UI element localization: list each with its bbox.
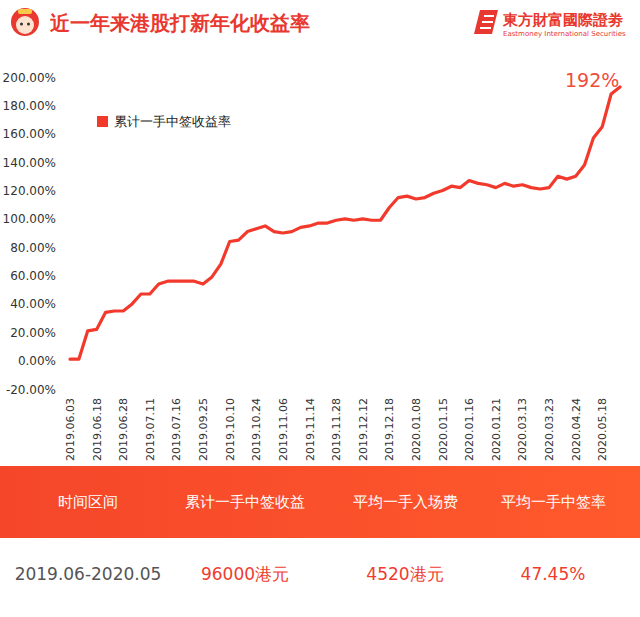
mascot-hat: [18, 9, 32, 14]
mascot-face: [16, 16, 34, 34]
series-line: [70, 87, 620, 359]
tick-mark: [59, 77, 61, 78]
table-header: 时间区间: [58, 493, 118, 511]
x-tick-label: 2019.11.14: [304, 398, 317, 461]
x-tick-label: 2019.06.28: [117, 398, 130, 461]
x-tick-label: 2019.10.10: [224, 398, 237, 461]
y-tick-label: 0.00%: [18, 354, 56, 368]
tick-mark: [59, 133, 61, 134]
header-band: [0, 466, 640, 538]
page: 近一年来港股打新年化收益率 東方財富國際證劵Eastmoney Internati…: [0, 0, 640, 617]
x-tick-label: 2019.12.12: [357, 398, 370, 461]
x-tick-label: 2019.06.03: [64, 398, 77, 461]
tick-mark: [59, 389, 61, 390]
y-tick-label: 180.00%: [3, 99, 56, 113]
y-tick-label: 80.00%: [10, 241, 56, 255]
logo-mark: [474, 10, 498, 34]
y-tick-label: 100.00%: [3, 212, 56, 226]
table-header: 平均一手中签率: [501, 493, 606, 511]
annotation: 192%: [565, 69, 619, 91]
y-tick-label: 120.00%: [3, 184, 56, 198]
legend-label: 累计一手中签收益率: [114, 114, 231, 129]
mascot-head: [11, 8, 39, 36]
mascot-eye: [20, 23, 23, 26]
x-axis: 2019.06.03 2019.06.18 2019.06.28 2019.07.11…: [64, 398, 609, 461]
chart-title: 近一年来港股打新年化收益率: [49, 11, 310, 35]
plot-area: [70, 87, 620, 359]
tick-mark: [59, 218, 61, 219]
table-cell: 4520港元: [366, 564, 443, 584]
tick-mark: [59, 162, 61, 163]
table-cell: 96000港元: [201, 564, 289, 584]
y-tick-label: 200.00%: [3, 71, 56, 85]
x-tick-label: 2020.05.18: [596, 398, 609, 461]
x-tick-label: 2019.06.18: [91, 398, 104, 461]
x-tick-label: 2019.07.16: [170, 398, 183, 461]
x-tick-label: 2020.01.08: [410, 398, 423, 461]
y-tick-label: 20.00%: [10, 326, 56, 340]
logo-subtitle: Eastmoney International Securities: [503, 30, 626, 38]
y-tick-label: 60.00%: [10, 269, 56, 283]
tick-mark: [59, 105, 61, 106]
mascot-icon: [11, 8, 39, 36]
x-tick-label: 2019.11.06: [277, 398, 290, 461]
tick-mark: [59, 275, 61, 276]
tick-mark: [59, 303, 61, 304]
tick-mark: [59, 332, 61, 333]
y-axis: -20.00% 0.00% 20.00% 40.00% 60.00% 80.00% 100.…: [3, 71, 61, 397]
x-tick-label: 2019.11.28: [330, 398, 343, 461]
logo-name: 東方財富國際證劵: [502, 11, 623, 29]
mascot-eye: [27, 23, 30, 26]
y-tick-label: 160.00%: [3, 127, 56, 141]
table-header: 平均一手入场费: [353, 493, 458, 511]
table-header: 累计一手中签收益: [185, 493, 305, 511]
legend: 累计一手中签收益率: [97, 114, 231, 129]
x-tick-label: 2020.01.16: [463, 398, 476, 461]
x-tick-label: 2020.03.13: [516, 398, 529, 461]
tick-mark: [59, 247, 61, 248]
x-tick-label: 2019.12.18: [383, 398, 396, 461]
table-cell: 2019.06-2020.05: [15, 564, 162, 584]
x-tick-label: 2019.10.24: [250, 398, 263, 461]
y-tick-label: 40.00%: [10, 297, 56, 311]
y-tick-label: 140.00%: [3, 156, 56, 170]
x-tick-label: 2020.01.21: [490, 398, 503, 461]
x-tick-label: 2019.09.25: [197, 398, 210, 461]
tick-mark: [59, 360, 61, 361]
tick-mark: [59, 190, 61, 191]
y-tick-label: -20.00%: [6, 383, 56, 397]
logo: 東方財富國際證劵Eastmoney International Securiti…: [474, 10, 626, 38]
table-cell: 47.45%: [521, 564, 586, 584]
x-tick-label: 2020.01.15: [437, 398, 450, 461]
summary-table: 时间区间 累计一手中签收益 平均一手入场费 平均一手中签率 2019.06-2020.0…: [0, 466, 640, 584]
logo-lines: [480, 16, 494, 28]
legend-swatch: [97, 116, 108, 127]
x-tick-label: 2020.03.23: [543, 398, 556, 461]
x-tick-label: 2019.07.11: [144, 398, 157, 461]
x-tick-label: 2020.04.24: [570, 398, 583, 461]
